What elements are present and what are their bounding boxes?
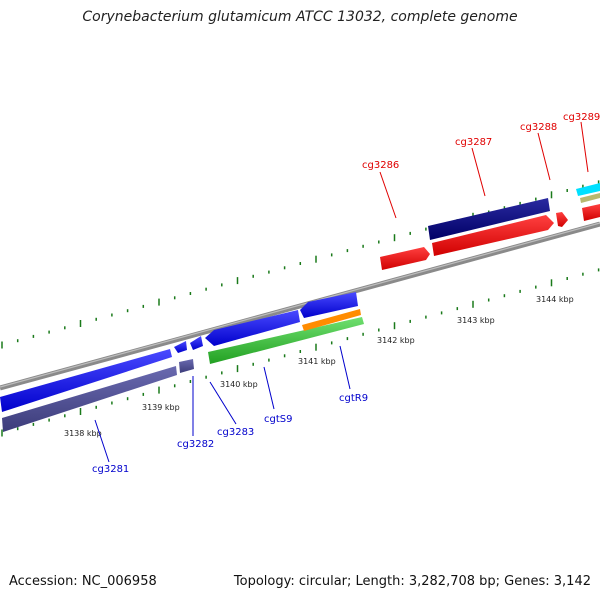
scale-label-3143: 3143 kbp xyxy=(457,316,495,325)
genome-summary-text: Topology: circular; Length: 3,282,708 bp… xyxy=(233,574,591,589)
scale-label-3142: 3142 kbp xyxy=(377,336,415,345)
leader-line-cg3281 xyxy=(94,419,110,463)
gene-feature-cgtR9[interactable] xyxy=(300,292,358,318)
gene-label-cg3283[interactable]: cg3283 xyxy=(217,427,254,438)
gene-label-cg3289[interactable]: cg3289 xyxy=(563,112,600,123)
scale-label-3141: 3141 kbp xyxy=(298,357,336,366)
leader-line-cg3289 xyxy=(580,121,589,173)
scale-label-3138: 3138 kbp xyxy=(64,429,102,438)
gene-feature-cg3281-product[interactable] xyxy=(2,366,177,432)
gene-feature-cg3287[interactable] xyxy=(432,215,554,256)
gene-feature-cg3282[interactable] xyxy=(174,341,187,353)
leader-line-cgtR9 xyxy=(339,345,351,390)
genome-backbone xyxy=(0,221,600,391)
gene-label-cg3281[interactable]: cg3281 xyxy=(92,464,129,475)
gene-label-cg3288[interactable]: cg3288 xyxy=(520,122,557,133)
lower-tick-marks xyxy=(1,268,600,437)
gene-feature-cg3289[interactable] xyxy=(582,204,600,221)
map-title: Corynebacterium glutamicum ATCC 13032, c… xyxy=(82,9,518,25)
gene-feature-cgtR9-product[interactable] xyxy=(302,309,361,331)
leader-line-cgtS9 xyxy=(263,366,275,410)
gene-feature-cg3288[interactable] xyxy=(556,212,568,227)
gene-feature-cg3281[interactable] xyxy=(0,349,172,412)
gene-feature-cg3289-product-b[interactable] xyxy=(580,193,600,203)
leader-line-cg3288 xyxy=(537,132,551,181)
gene-label-cg3282[interactable]: cg3282 xyxy=(177,439,214,450)
gene-label-cg3287[interactable]: cg3287 xyxy=(455,137,492,148)
gene-feature-cg3287-product[interactable] xyxy=(428,198,550,240)
gene-feature-cg3289-product-a[interactable] xyxy=(576,183,600,196)
gene-label-cgtS9[interactable]: cgtS9 xyxy=(264,414,292,425)
genome-backbone-highlight xyxy=(0,222,600,388)
scale-label-3140: 3140 kbp xyxy=(220,380,258,389)
gene-feature-cg3286[interactable] xyxy=(380,247,430,270)
gene-feature-cgtS9[interactable] xyxy=(205,310,300,346)
gene-label-cgtR9[interactable]: cgtR9 xyxy=(339,393,368,404)
leader-line-cg3286 xyxy=(379,171,397,219)
gene-feature-cgtS9-product[interactable] xyxy=(208,317,364,364)
leader-line-cg3283 xyxy=(209,381,237,425)
gene-label-cg3286[interactable]: cg3286 xyxy=(362,160,399,171)
upper-tick-marks xyxy=(1,180,600,349)
accession-text: Accession: NC_006958 xyxy=(9,574,157,589)
leader-line-cg3287 xyxy=(471,147,486,197)
gene-feature-cg3282-product[interactable] xyxy=(179,359,194,373)
scale-label-3144: 3144 kbp xyxy=(536,295,574,304)
scale-label-3139: 3139 kbp xyxy=(142,403,180,412)
gene-feature-cg3283[interactable] xyxy=(190,336,203,350)
